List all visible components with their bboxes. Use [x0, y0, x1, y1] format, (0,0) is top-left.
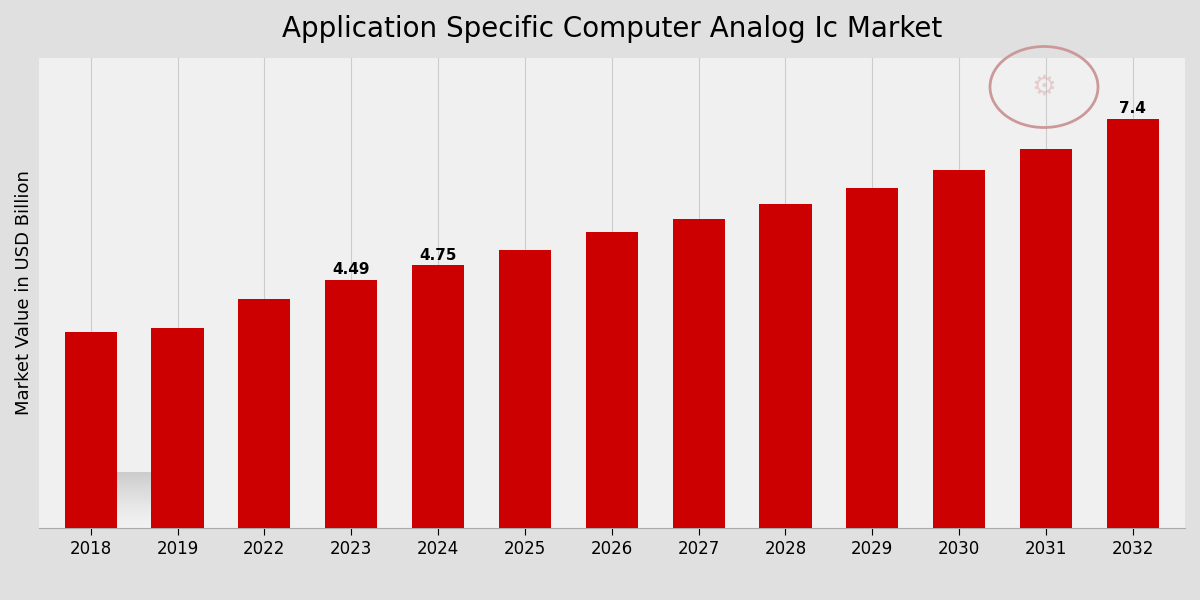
Bar [586, 232, 638, 528]
Text: 4.49: 4.49 [332, 262, 370, 277]
Text: 4.75: 4.75 [419, 248, 457, 263]
Bar [672, 220, 725, 528]
Bar [412, 265, 464, 528]
Text: 7.4: 7.4 [1120, 101, 1146, 116]
Bar [325, 280, 377, 528]
Bar [934, 170, 985, 528]
Bar [499, 250, 551, 528]
Text: ⚙: ⚙ [1032, 73, 1056, 101]
Bar [846, 188, 899, 528]
Bar [239, 299, 290, 528]
Y-axis label: Market Value in USD Billion: Market Value in USD Billion [14, 170, 32, 415]
Title: Application Specific Computer Analog Ic Market: Application Specific Computer Analog Ic … [282, 15, 942, 43]
Bar [1020, 149, 1072, 528]
Bar [151, 328, 204, 528]
Bar [760, 205, 811, 528]
Bar [65, 332, 116, 528]
Bar [1106, 119, 1159, 528]
